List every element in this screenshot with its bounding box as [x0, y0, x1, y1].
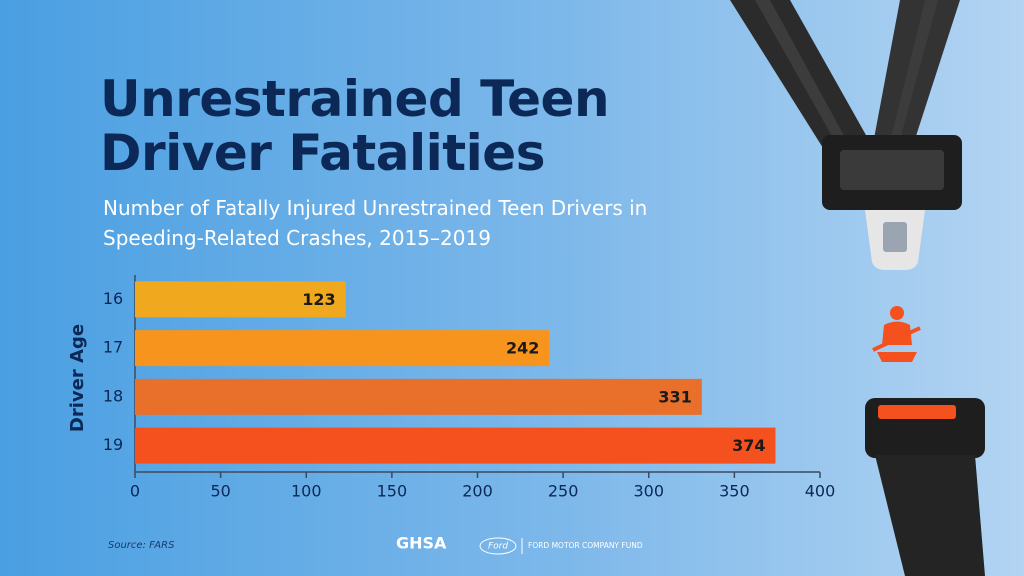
logo-ford-oval [479, 537, 517, 555]
logo-ghsa: GHSA [396, 534, 447, 553]
bar [135, 427, 776, 464]
logo-ford-fund: FORD MOTOR COMPANY FUND [528, 541, 643, 550]
x-tick-label: 150 [377, 482, 408, 501]
y-tick-label: 19 [103, 435, 123, 454]
y-axis-title: Driver Age [67, 324, 88, 432]
bar [135, 281, 346, 318]
y-tick-label: 16 [103, 289, 123, 308]
bar [135, 378, 702, 415]
chart-title: Unrestrained Teen Driver Fatalities [100, 70, 610, 182]
x-tick-label: 50 [210, 482, 230, 501]
chart-subtitle: Number of Fatally Injured Unrestrained T… [103, 196, 648, 250]
bar [135, 330, 550, 367]
x-tick-label: 100 [291, 482, 322, 501]
data-label: 123 [302, 290, 335, 309]
x-tick-label: 350 [719, 482, 750, 501]
logo-ford: Ford [488, 542, 508, 552]
x-tick-label: 200 [462, 482, 493, 501]
data-label: 374 [732, 436, 765, 455]
data-label: 242 [506, 339, 539, 358]
x-tick-label: 400 [805, 482, 836, 501]
data-label: 331 [658, 387, 691, 406]
x-tick-label: 300 [633, 482, 664, 501]
y-tick-label: 17 [103, 338, 123, 357]
seatbelt-illustration [730, 0, 985, 576]
x-tick-label: 250 [548, 482, 579, 501]
y-tick-label: 18 [103, 386, 123, 405]
source-note: Source: FARS [108, 540, 175, 551]
x-tick-label: 0 [130, 482, 140, 501]
